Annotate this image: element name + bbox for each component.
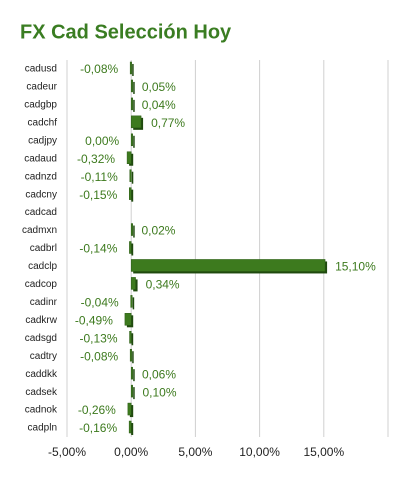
value-label: -0,08% [80, 349, 118, 363]
bar-shadow [133, 369, 135, 382]
bar-shadow [129, 405, 134, 418]
x-tick-label: 5,00% [178, 445, 212, 459]
y-tick-label: cadbrl [30, 243, 57, 254]
value-label: -0,32% [77, 152, 115, 166]
value-label: 0,04% [142, 98, 176, 112]
value-label: 0,10% [142, 385, 176, 399]
bar-shadow [132, 297, 135, 310]
y-tick-label: cadcad [25, 207, 57, 218]
y-tick-label: cadsgd [25, 333, 57, 344]
bar [128, 420, 132, 434]
bar-shadow [133, 387, 135, 400]
value-label: -0,13% [79, 331, 117, 345]
y-tick-label: cadmxn [22, 225, 57, 236]
bar-shadow [131, 171, 134, 184]
value-label: -0,08% [80, 62, 118, 76]
y-tick-label: cadcny [25, 189, 57, 200]
bar-shadow [133, 81, 135, 94]
bar-shadow [133, 135, 135, 148]
y-tick-label: cadjpy [28, 135, 57, 146]
value-label: -0,11% [81, 170, 118, 184]
x-tick-label: 10,00% [239, 445, 280, 459]
value-label: 0,34% [146, 278, 180, 292]
y-tick-label: cadgbp [24, 100, 57, 111]
y-tick-label: cadcop [25, 279, 58, 290]
bar [130, 133, 133, 147]
value-label: 0,00% [85, 134, 119, 148]
value-label: 0,05% [142, 80, 176, 94]
bar-shadow [133, 99, 135, 112]
x-tick-label: -5,00% [48, 445, 86, 459]
y-tick-label: cadnzd [25, 171, 57, 182]
bar [130, 366, 133, 380]
bar [130, 277, 136, 290]
bar-shadow [132, 63, 134, 76]
bar [130, 259, 326, 272]
y-tick-label: cadpln [28, 423, 57, 434]
bar [129, 348, 132, 362]
y-tick-label: cadinr [30, 297, 58, 308]
value-label: 0,77% [151, 116, 185, 130]
x-tick-label: 15,00% [303, 445, 344, 459]
bar-shadow [131, 243, 134, 256]
value-label: -0,26% [78, 403, 116, 417]
bar [124, 313, 132, 326]
bar [129, 331, 132, 344]
bar [129, 241, 132, 254]
bar [129, 187, 132, 200]
bar [130, 79, 133, 93]
bar [126, 151, 132, 164]
bar [129, 61, 132, 75]
y-tick-label: cadkrw [25, 315, 57, 326]
value-label: -0,04% [81, 296, 119, 310]
value-label: 0,06% [142, 367, 176, 381]
y-tick-label: cadnok [25, 405, 58, 416]
y-tick-label: cadchf [28, 117, 58, 128]
chart-title: FX Cad Selección Hoy [20, 21, 232, 43]
bar-shadow [131, 333, 134, 346]
y-tick-label: cadclp [28, 261, 57, 272]
value-label: -0,14% [79, 242, 117, 256]
bar [130, 223, 133, 236]
value-label: 15,10% [335, 260, 376, 274]
y-tick-label: caddkk [25, 369, 58, 380]
bar [127, 402, 132, 416]
y-tick-label: cadsek [25, 387, 58, 398]
value-label: -0,49% [75, 313, 113, 327]
bar-shadow [131, 423, 134, 436]
value-label: 0,02% [141, 224, 175, 238]
y-tick-label: cadtry [30, 351, 57, 362]
bar-shadow [132, 351, 134, 364]
bar [130, 384, 133, 398]
y-tick-label: cadaud [24, 153, 57, 164]
y-tick-label: cadusd [25, 64, 57, 75]
y-tick-label: cadeur [26, 82, 57, 93]
bar [130, 115, 142, 129]
bar-shadow [133, 225, 135, 238]
value-label: -0,15% [79, 188, 117, 202]
x-tick-label: 0,00% [114, 445, 148, 459]
bar [130, 295, 133, 308]
value-label: -0,16% [79, 421, 117, 435]
bar [129, 169, 132, 182]
bar-shadow [131, 189, 134, 202]
bar [130, 97, 133, 111]
